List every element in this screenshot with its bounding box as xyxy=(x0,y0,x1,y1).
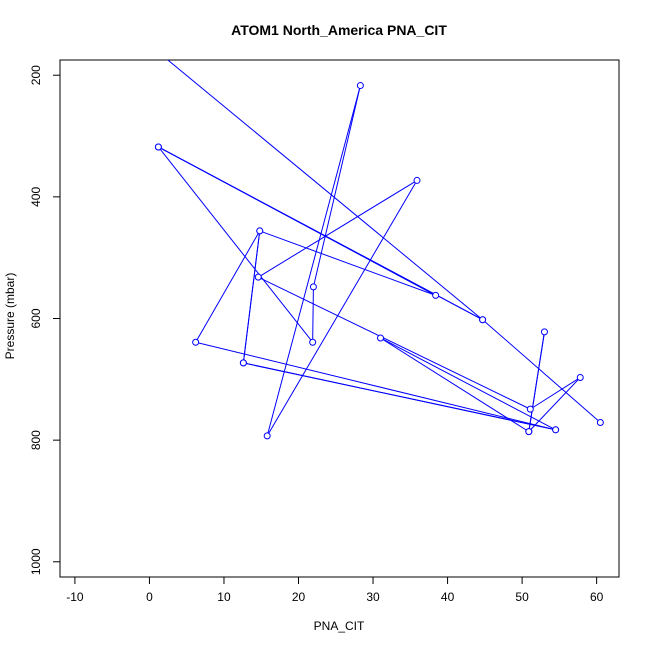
x-tick-label: 10 xyxy=(217,590,231,604)
x-tick-label: 40 xyxy=(441,590,455,604)
data-point xyxy=(413,176,421,184)
series-line-segment xyxy=(167,60,483,321)
data-point xyxy=(154,143,162,151)
series-line-segment xyxy=(530,377,581,410)
data-point xyxy=(540,328,548,336)
data-point xyxy=(525,428,533,436)
chart-title: ATOM1 North_America PNA_CIT xyxy=(231,22,447,38)
data-point xyxy=(479,316,487,324)
series-layer xyxy=(154,60,604,440)
series-line-segment xyxy=(158,146,483,321)
x-axis: -10 0 10 20 30 40 50 60 xyxy=(66,576,604,604)
series-line-segment xyxy=(257,180,418,278)
x-tick-label: -10 xyxy=(66,590,84,604)
y-axis-label: Pressure (mbar) xyxy=(3,273,17,360)
x-tick-label: 0 xyxy=(146,590,153,604)
data-point xyxy=(254,273,262,281)
data-point xyxy=(239,359,247,367)
data-point xyxy=(552,426,560,434)
x-tick-label: 60 xyxy=(590,590,604,604)
series-line-segment xyxy=(528,377,581,432)
y-tick-label: 400 xyxy=(29,187,43,207)
data-point xyxy=(432,291,440,299)
series-line-segment xyxy=(482,319,601,423)
series-line-segment xyxy=(266,85,361,437)
series-line-segment xyxy=(243,362,556,431)
x-axis-label: PNA_CIT xyxy=(314,619,365,633)
x-tick-label: 50 xyxy=(515,590,529,604)
y-axis: 200 400 600 800 1000 xyxy=(29,65,61,575)
data-point xyxy=(309,338,317,346)
x-tick-label: 30 xyxy=(366,590,380,604)
data-point xyxy=(256,227,264,235)
x-tick-label: 20 xyxy=(292,590,306,604)
y-tick-label: 600 xyxy=(29,308,43,328)
data-point xyxy=(356,82,364,90)
series-line-segment xyxy=(259,230,436,296)
series-line-segment xyxy=(380,337,530,433)
series-line-segment xyxy=(242,230,261,363)
series-line-segment xyxy=(266,180,418,437)
series-line-segment xyxy=(528,331,545,432)
data-point xyxy=(263,432,271,440)
y-tick-label: 800 xyxy=(29,430,43,450)
series-line-segment xyxy=(312,286,314,343)
data-point xyxy=(309,283,317,291)
data-point xyxy=(376,334,384,342)
data-point xyxy=(596,419,604,427)
series-line-segment xyxy=(157,146,314,343)
y-tick-label: 1000 xyxy=(29,548,43,575)
data-point xyxy=(576,373,584,381)
data-point xyxy=(526,405,534,413)
series-line-segment xyxy=(258,276,531,410)
y-tick-label: 200 xyxy=(29,65,43,85)
series-line-segment xyxy=(195,341,556,431)
series-line-segment xyxy=(195,230,261,343)
data-point xyxy=(192,338,200,346)
series-line-segment xyxy=(380,337,556,431)
